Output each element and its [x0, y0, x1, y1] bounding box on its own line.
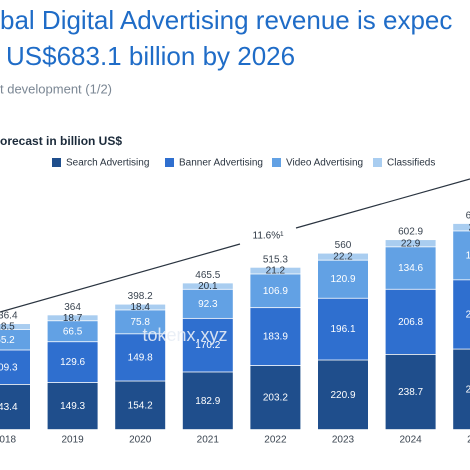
bar-segment [453, 349, 470, 430]
value-label: 120.9 [330, 274, 355, 285]
value-label: 129.6 [60, 357, 85, 368]
bar-segment [0, 384, 30, 430]
total-label: 398.2 [128, 291, 153, 302]
x-tick-label: 2024 [399, 435, 422, 446]
total-label: 515.3 [263, 254, 288, 265]
bar-segment [115, 381, 166, 430]
chart-title: US$683.1 billion by 2026 [6, 41, 295, 71]
value-label: 21.2 [266, 266, 286, 277]
bar-segment [250, 274, 301, 308]
value-label: 149.3 [60, 401, 85, 412]
bar-segment [385, 240, 436, 247]
value-label: 23.7 [468, 222, 470, 233]
total-label: 654.3 [466, 211, 470, 222]
bar-segment [182, 318, 233, 372]
bar-segment [182, 289, 233, 318]
value-label: 109.3 [0, 362, 18, 373]
bar-segment [318, 253, 368, 260]
value-label: 220.9 [330, 390, 355, 401]
value-label: 92.3 [198, 299, 218, 310]
value-label: 183.9 [263, 332, 288, 343]
x-tick-label: 2021 [197, 435, 220, 446]
bar-segment [0, 329, 30, 350]
bar-segment [182, 283, 233, 289]
bar-segment [250, 365, 301, 430]
value-label: 106.9 [263, 286, 288, 297]
x-tick-label: 2023 [332, 435, 355, 446]
value-label: 65.2 [0, 335, 15, 346]
total-label: 560 [335, 240, 352, 251]
total-label: 336.4 [0, 311, 18, 322]
bar-segment [47, 342, 98, 383]
value-label: 18.4 [130, 302, 150, 313]
bar-segment [385, 289, 436, 355]
trend-line [295, 178, 470, 229]
value-label: 206.8 [398, 317, 423, 328]
value-label: 18.7 [63, 313, 83, 324]
value-label: 170.2 [195, 340, 220, 351]
bar-segment [250, 267, 301, 274]
bar-segment [115, 310, 166, 334]
bar-segment [0, 324, 30, 330]
bar-segment [115, 334, 166, 381]
value-label: 203.2 [263, 393, 288, 404]
bar-segment [0, 350, 30, 385]
value-label: 18.5 [0, 322, 15, 333]
value-label: 20.1 [198, 281, 218, 292]
bar-segment [47, 315, 98, 321]
legend-label: Video Advertising [286, 158, 363, 169]
chart-title: bal Digital Advertising revenue is expec [0, 5, 452, 35]
value-label: 219.8 [466, 310, 470, 321]
value-label: 149.8 [128, 352, 153, 363]
legend-label: Banner Advertising [179, 158, 263, 169]
bar-segment [385, 354, 436, 430]
value-label: 154.2 [128, 400, 153, 411]
bar-segment [115, 304, 166, 310]
bar-segment [182, 372, 233, 430]
bar-segment [318, 360, 368, 430]
value-label: 22.9 [401, 238, 421, 249]
bar-segment [385, 247, 436, 289]
y-axis-label: orecast in billion US$ [0, 134, 122, 148]
legend-swatch [52, 158, 61, 167]
total-label: 364 [64, 302, 81, 313]
total-label: 602.9 [398, 227, 423, 238]
bar-segment [47, 321, 98, 342]
cagr-annotation: 11.6%¹ [253, 231, 285, 242]
x-tick-label: 2019 [61, 435, 84, 446]
value-label: 255.6 [466, 384, 470, 395]
value-label: 134.6 [398, 263, 423, 274]
total-label: 465.5 [195, 270, 220, 281]
value-label: 75.8 [130, 317, 150, 328]
bar-segment [318, 260, 368, 298]
value-label: 143.4 [0, 402, 18, 413]
value-label: 155.2 [466, 250, 470, 261]
bar-segment [318, 298, 368, 360]
watermark: tokenx.xyz [142, 325, 227, 345]
bar-segment [453, 223, 470, 231]
legend-label: Search Advertising [66, 158, 149, 169]
value-label: 196.1 [330, 324, 355, 335]
bar-segment [250, 308, 301, 366]
value-label: 182.9 [195, 396, 220, 407]
chart-subtitle: t development (1/2) [0, 81, 112, 96]
x-tick-label: 2020 [129, 435, 152, 446]
x-tick-label: 2025 [467, 435, 470, 446]
legend-label: Classifieds [387, 158, 435, 169]
trend-line [0, 243, 241, 313]
legend-swatch [373, 158, 382, 167]
x-tick-label: 2022 [264, 435, 287, 446]
value-label: 66.5 [63, 326, 83, 337]
bar-segment [453, 280, 470, 349]
bar-segment [47, 382, 98, 430]
value-label: 238.7 [398, 387, 423, 398]
legend-swatch [272, 158, 281, 167]
bar-segment [453, 231, 470, 280]
legend-swatch [165, 158, 174, 167]
value-label: 22.2 [333, 252, 353, 263]
